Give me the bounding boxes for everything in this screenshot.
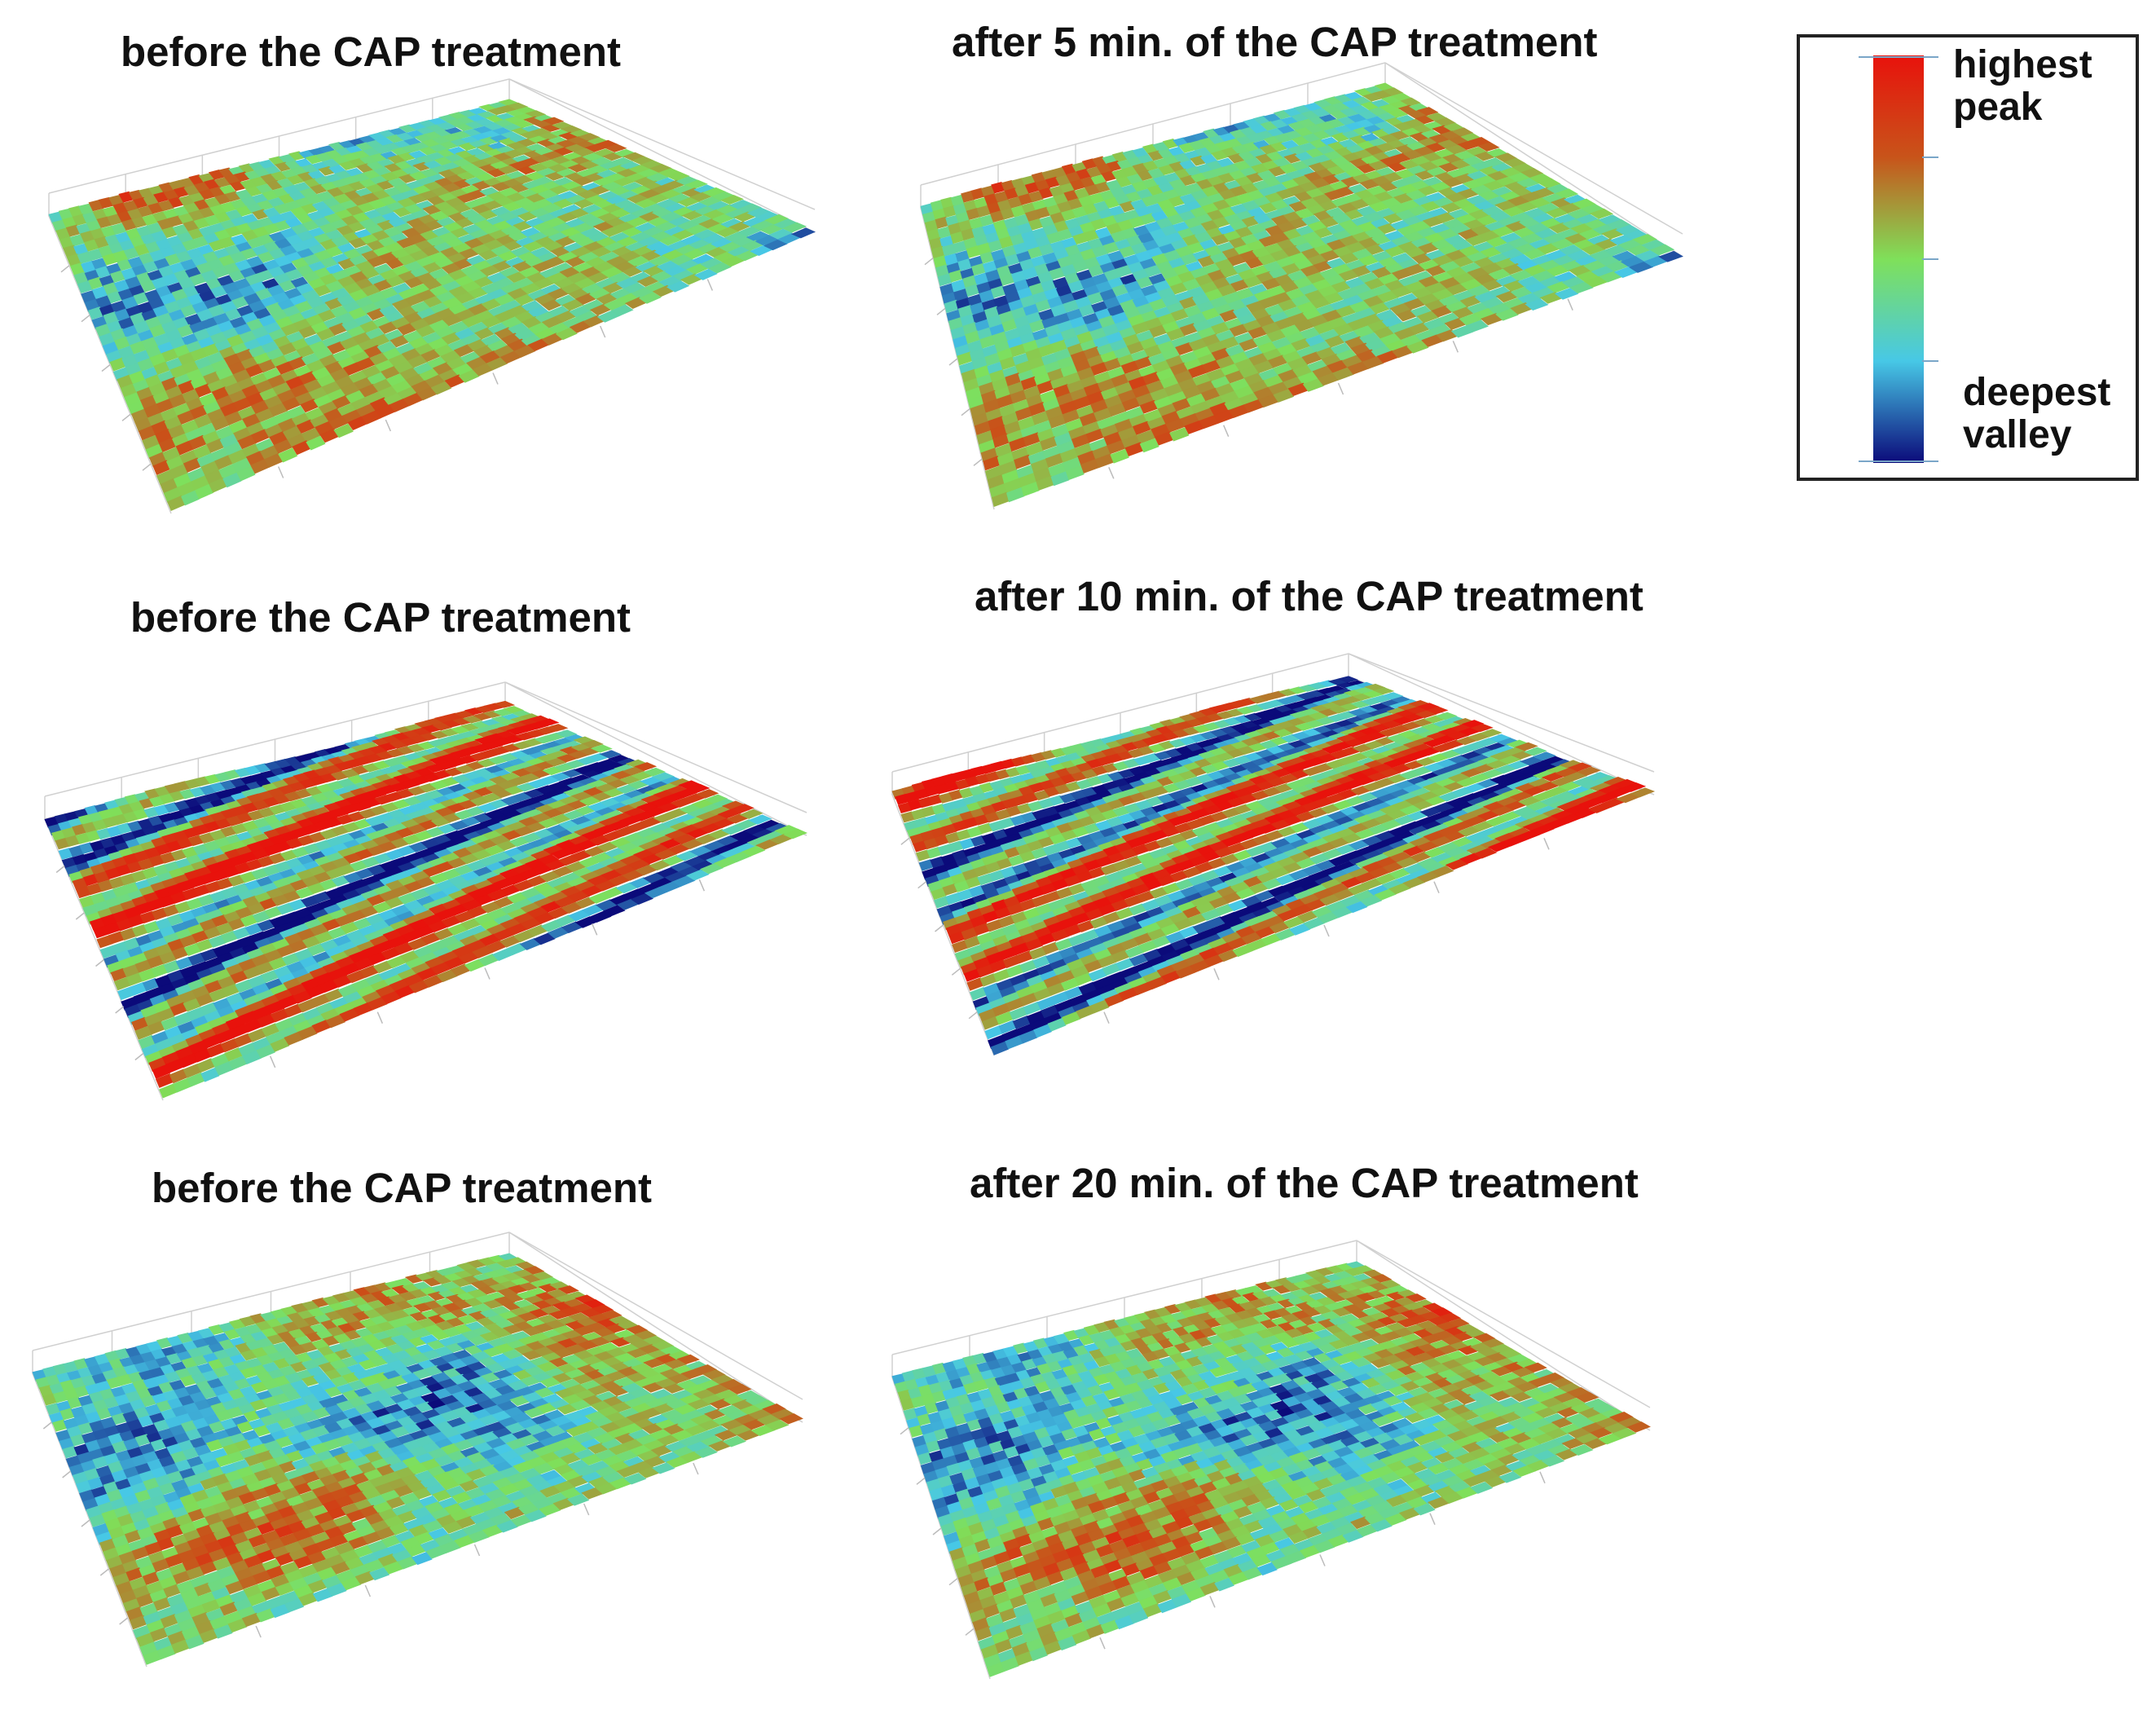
- surface-plot-4: [891, 653, 1656, 1056]
- surface-plot-3: [43, 681, 808, 1101]
- color-scale-legend: highest peak deepest valley: [1797, 34, 2139, 481]
- panel-title-5: before the CAP treatment: [152, 1165, 653, 1211]
- surface-plot-5: [31, 1232, 803, 1668]
- surface-plot-6: [891, 1240, 1651, 1680]
- surface-plot-2: [920, 62, 1683, 510]
- surface-plot-1: [47, 78, 816, 514]
- legend-label-highest-peak: highest peak: [1953, 43, 2092, 129]
- panel-title-4: after 10 min. of the CAP treatment: [975, 573, 1643, 619]
- panel-title-6: after 20 min. of the CAP treatment: [970, 1160, 1639, 1206]
- color-scale-bar: [1859, 55, 1938, 463]
- panel-title-3: before the CAP treatment: [130, 594, 631, 641]
- panel-title-2: after 5 min. of the CAP treatment: [952, 19, 1598, 65]
- panel-title-1: before the CAP treatment: [121, 29, 622, 75]
- legend-label-deepest-valley: deepest valley: [1963, 371, 2111, 456]
